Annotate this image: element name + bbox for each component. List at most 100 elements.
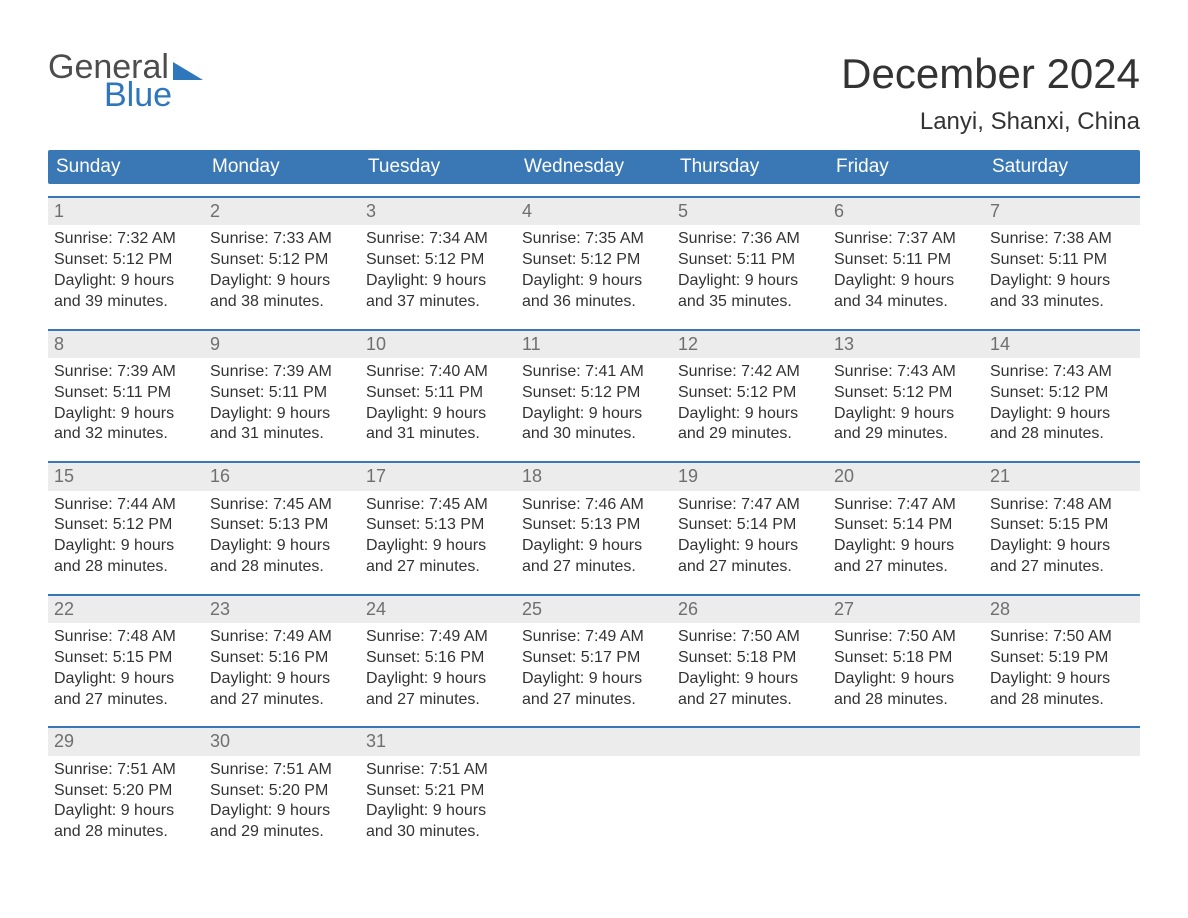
sunset-text: Sunset: 5:12 PM [522,383,668,404]
daylight-line2: and 37 minutes. [366,292,512,313]
day-cell [984,728,1140,847]
day-number: 11 [516,331,672,358]
weekday-sunday: Sunday [48,150,204,184]
sunset-text: Sunset: 5:12 PM [366,250,512,271]
daylight-line1: Daylight: 9 hours [210,801,356,822]
day-cell: 12 Sunrise: 7:42 AMSunset: 5:12 PMDayligh… [672,331,828,450]
daylight-line1: Daylight: 9 hours [54,404,200,425]
day-number: 18 [516,463,672,490]
week-row: 29Sunrise: 7:51 AMSunset: 5:20 PMDayligh… [48,726,1140,847]
sunrise-text: Sunrise: 7:39 AM [54,362,200,383]
sunrise-text: Sunrise: 7:39 AM [210,362,356,383]
daylight-line2: and 29 minutes. [834,424,980,445]
day-content: Sunrise: 7:51 AMSunset: 5:20 PMDaylight:… [48,756,204,847]
daylight-line2: and 28 minutes. [990,690,1136,711]
day-content: Sunrise: 7:48 AMSunset: 5:15 PMDaylight:… [48,623,204,714]
daylight-line2: and 28 minutes. [54,557,200,578]
sunrise-text: Sunrise: 7:36 AM [678,229,824,250]
day-cell: 7Sunrise: 7:38 AMSunset: 5:11 PMDaylight… [984,198,1140,317]
sunrise-text: Sunrise: 7:50 AM [834,627,980,648]
day-cell: 22Sunrise: 7:48 AMSunset: 5:15 PMDayligh… [48,596,204,715]
sunset-text: Sunset: 5:14 PM [834,515,980,536]
sunset-text: Sunset: 5:20 PM [210,781,356,802]
day-content: Sunrise: 7:51 AMSunset: 5:20 PMDaylight:… [204,756,360,847]
sunrise-text: Sunrise: 7:51 AM [54,760,200,781]
day-number: 10 [360,331,516,358]
sunset-text: Sunset: 5:18 PM [678,648,824,669]
sunrise-text: Sunrise: 7:43 AM [834,362,980,383]
day-number: 16 [204,463,360,490]
daylight-line2: and 27 minutes. [366,690,512,711]
daylight-line2: and 34 minutes. [834,292,980,313]
daylight-line2: and 28 minutes. [54,822,200,843]
day-number: 3 [360,198,516,225]
day-content: Sunrise: 7:37 AMSunset: 5:11 PMDaylight:… [828,225,984,316]
day-content: Sunrise: 7:40 AMSunset: 5:11 PMDaylight:… [360,358,516,449]
sunrise-text: Sunrise: 7:40 AM [366,362,512,383]
day-number: 20 [828,463,984,490]
sunset-text: Sunset: 5:16 PM [210,648,356,669]
day-content: Sunrise: 7:34 AMSunset: 5:12 PMDaylight:… [360,225,516,316]
day-content: Sunrise: 7:49 AMSunset: 5:17 PMDaylight:… [516,623,672,714]
weekday-tuesday: Tuesday [360,150,516,184]
day-number: 28 [984,596,1140,623]
daylight-line2: and 27 minutes. [522,690,668,711]
sunrise-text: Sunrise: 7:49 AM [366,627,512,648]
sunrise-text: Sunrise: 7:43 AM [990,362,1136,383]
sunrise-text: Sunrise: 7:49 AM [522,627,668,648]
daylight-line1: Daylight: 9 hours [522,404,668,425]
sunrise-text: Sunrise: 7:38 AM [990,229,1136,250]
day-number: 13 [828,331,984,358]
daylight-line1: Daylight: 9 hours [990,536,1136,557]
day-number: 12 [672,331,828,358]
daylight-line1: Daylight: 9 hours [678,536,824,557]
day-cell: 16Sunrise: 7:45 AMSunset: 5:13 PMDayligh… [204,463,360,582]
daylight-line1: Daylight: 9 hours [834,271,980,292]
day-cell: 31Sunrise: 7:51 AMSunset: 5:21 PMDayligh… [360,728,516,847]
sunset-text: Sunset: 5:19 PM [990,648,1136,669]
sunrise-text: Sunrise: 7:48 AM [990,495,1136,516]
logo: General Blue [48,50,203,112]
sunset-text: Sunset: 5:12 PM [522,250,668,271]
sunrise-text: Sunrise: 7:49 AM [210,627,356,648]
sunset-text: Sunset: 5:11 PM [678,250,824,271]
daylight-line1: Daylight: 9 hours [678,404,824,425]
sunrise-text: Sunrise: 7:35 AM [522,229,668,250]
sunset-text: Sunset: 5:11 PM [54,383,200,404]
weekday-saturday: Saturday [984,150,1140,184]
sunset-text: Sunset: 5:11 PM [834,250,980,271]
daylight-line2: and 27 minutes. [54,690,200,711]
day-number: 30 [204,728,360,755]
sunset-text: Sunset: 5:11 PM [366,383,512,404]
daylight-line1: Daylight: 9 hours [678,669,824,690]
daylight-line1: Daylight: 9 hours [366,801,512,822]
daylight-line1: Daylight: 9 hours [678,271,824,292]
weekday-thursday: Thursday [672,150,828,184]
sunset-text: Sunset: 5:13 PM [210,515,356,536]
daylight-line1: Daylight: 9 hours [210,536,356,557]
sunset-text: Sunset: 5:12 PM [210,250,356,271]
day-content: Sunrise: 7:50 AMSunset: 5:18 PMDaylight:… [672,623,828,714]
sunset-text: Sunset: 5:12 PM [678,383,824,404]
day-cell: 2Sunrise: 7:33 AMSunset: 5:12 PMDaylight… [204,198,360,317]
sunrise-text: Sunrise: 7:42 AM [678,362,824,383]
daylight-line2: and 28 minutes. [834,690,980,711]
day-number: 6 [828,198,984,225]
daylight-line2: and 30 minutes. [366,822,512,843]
daylight-line2: and 27 minutes. [990,557,1136,578]
day-content: Sunrise: 7:48 AMSunset: 5:15 PMDaylight:… [984,491,1140,582]
day-number: 26 [672,596,828,623]
day-content: Sunrise: 7:39 AMSunset: 5:11 PMDaylight:… [204,358,360,449]
daylight-line1: Daylight: 9 hours [210,669,356,690]
daylight-line1: Daylight: 9 hours [366,271,512,292]
day-cell: 5Sunrise: 7:36 AMSunset: 5:11 PMDaylight… [672,198,828,317]
day-cell: 13Sunrise: 7:43 AMSunset: 5:12 PMDayligh… [828,331,984,450]
day-number: 19 [672,463,828,490]
day-number: 17 [360,463,516,490]
sunset-text: Sunset: 5:16 PM [366,648,512,669]
sunrise-text: Sunrise: 7:34 AM [366,229,512,250]
calendar-grid: Sunday Monday Tuesday Wednesday Thursday… [48,150,1140,847]
day-cell: 18Sunrise: 7:46 AMSunset: 5:13 PMDayligh… [516,463,672,582]
sunrise-text: Sunrise: 7:46 AM [522,495,668,516]
daylight-line1: Daylight: 9 hours [54,801,200,822]
